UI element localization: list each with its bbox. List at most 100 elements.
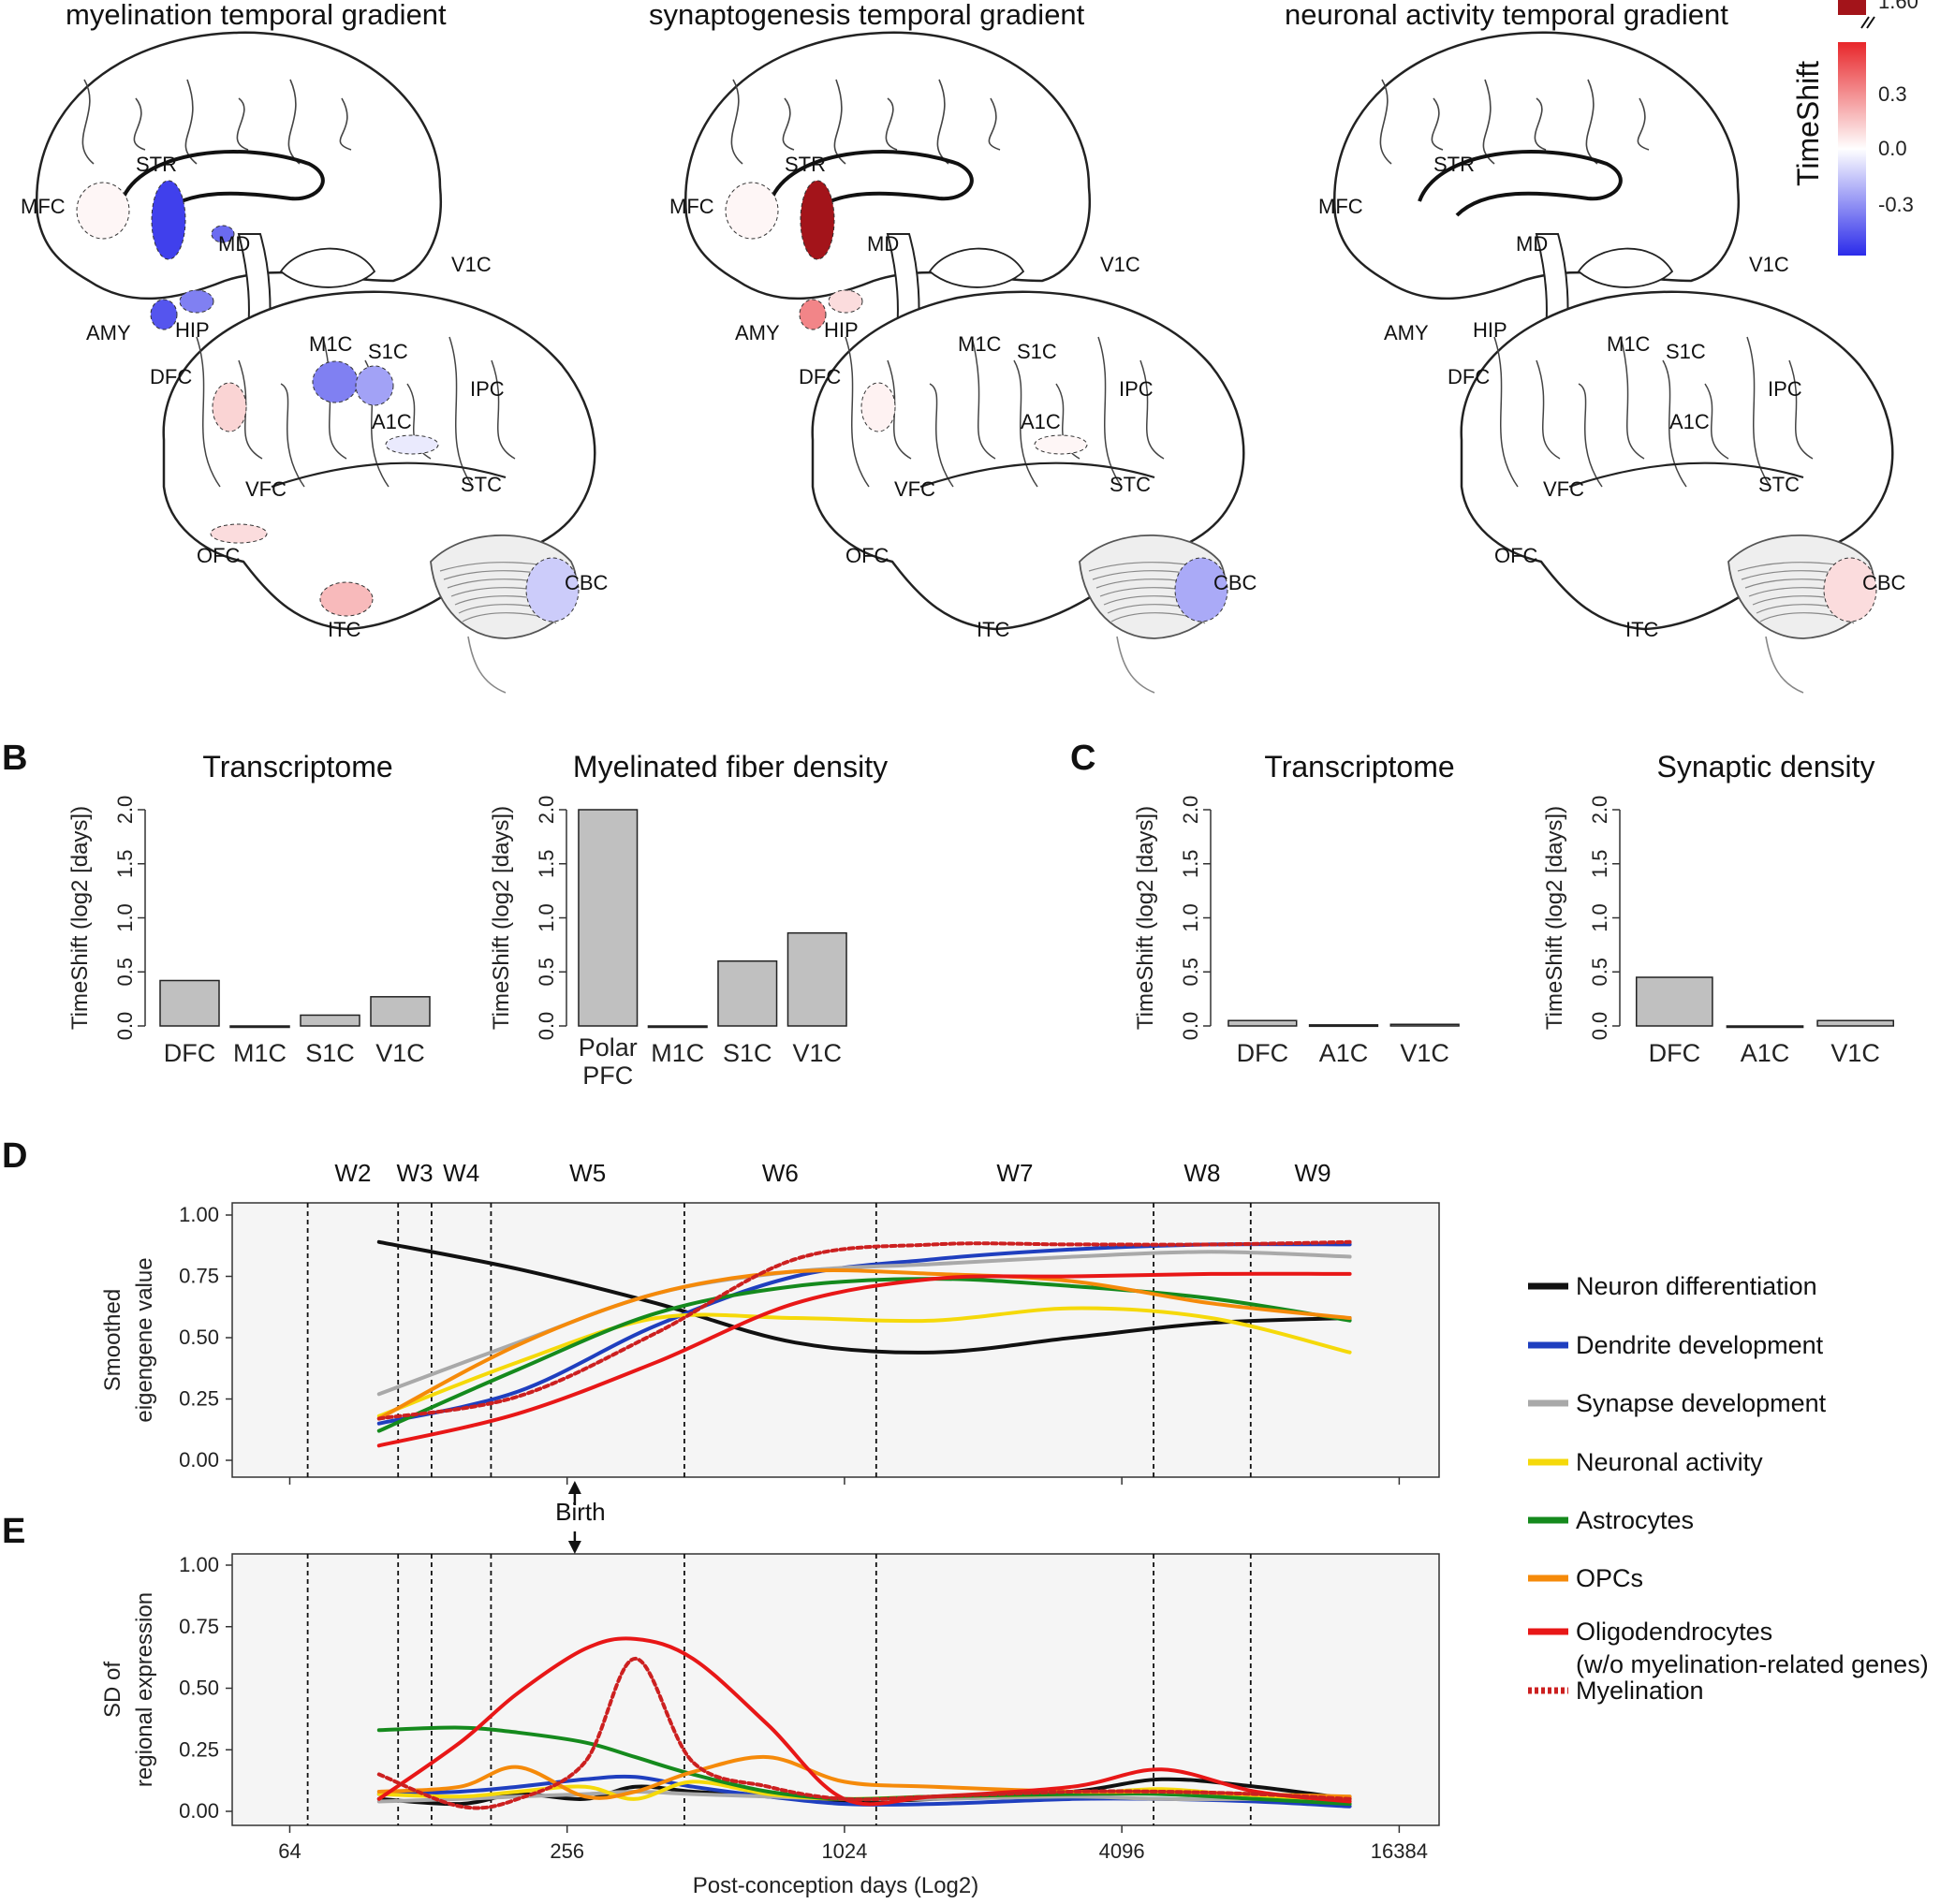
gyrus-line xyxy=(1536,359,1561,460)
window-label: W6 xyxy=(762,1159,799,1187)
colorbar-break-mark xyxy=(1860,16,1870,29)
region-label: STR xyxy=(136,153,177,176)
birth-arrow-head xyxy=(567,1481,581,1494)
bar xyxy=(229,1025,290,1029)
legend-label: Dendrite development xyxy=(1576,1331,1824,1359)
sulcus-line xyxy=(1431,97,1444,151)
region-cbc-fill xyxy=(1823,557,1877,622)
bar-chart-3: Transcriptome 0.0 0.5 1.0 1.5 2.0 TimeShift (l… xyxy=(1133,750,1460,1067)
legend-label: OPCs xyxy=(1576,1564,1643,1592)
y-tick-label: 0.50 xyxy=(179,1325,219,1349)
gyrus-line xyxy=(280,383,305,488)
series-line-astrocytes xyxy=(376,1725,1352,1807)
y-tick-label: 0.75 xyxy=(179,1265,219,1288)
panel-letter-d: D xyxy=(2,1136,27,1176)
line-chart-e: 0.00 0.25 0.50 0.75 1.00 SD of regional expres… xyxy=(100,1553,1440,1826)
sulcus-line xyxy=(133,97,146,151)
gyrus-line xyxy=(1746,336,1771,488)
region-label: AMY xyxy=(86,321,131,344)
sulcus-line xyxy=(988,97,1001,151)
sulcus-line xyxy=(339,97,352,151)
region-label: OFC xyxy=(197,544,241,567)
panel-letter-e: E xyxy=(2,1512,25,1551)
gyrus-line xyxy=(1139,359,1165,460)
gyrus-line xyxy=(1788,359,1814,460)
sulcus-line xyxy=(1637,97,1650,151)
birth-arrow-head xyxy=(567,1541,581,1554)
region-dfc-fill xyxy=(860,382,896,432)
gyrus-line xyxy=(1578,383,1603,488)
colorbar-break-mark xyxy=(1866,16,1875,29)
panel-letter-c: C xyxy=(1070,739,1095,778)
series-line-neuron-differentiation xyxy=(376,1239,1352,1355)
brain-title-synaptogenesis: synaptogenesis temporal gradient xyxy=(649,0,1085,31)
bar xyxy=(1308,1024,1379,1028)
region-label: STC xyxy=(1110,473,1151,496)
region-label: IPC xyxy=(1768,377,1802,401)
y-tick-label: 0.75 xyxy=(179,1615,219,1638)
region-str-fill xyxy=(800,180,835,260)
region-label: AMY xyxy=(1384,321,1429,344)
category-label: V1C xyxy=(792,1039,842,1067)
region-label: CBC xyxy=(565,571,609,594)
spinal-cord xyxy=(467,636,507,694)
region-label: AMY xyxy=(735,321,780,344)
sulcus-line xyxy=(81,79,95,165)
sulcus-line xyxy=(1379,79,1392,165)
y-tick-label: 0.25 xyxy=(179,1737,219,1761)
y-tick-label: 1.5 xyxy=(1588,849,1611,878)
bar xyxy=(786,931,847,1027)
window-label: W5 xyxy=(569,1159,606,1187)
x-tick-label: 1024 xyxy=(821,1839,867,1863)
y-axis-label: regional expression xyxy=(132,1592,157,1787)
region-label: CBC xyxy=(1862,571,1906,594)
arbor-vitae xyxy=(279,247,376,288)
window-label: W9 xyxy=(1295,1159,1331,1187)
region-label: S1C xyxy=(1666,340,1706,363)
brain-outline: MFC STR MD V1C AMY HIP DFC M1C S1C IPC A1C VFC STC OF… xyxy=(669,31,1257,694)
region-label: HIP xyxy=(824,318,859,342)
brain-title-myelination: myelination temporal gradient xyxy=(66,0,447,31)
sulcus-line xyxy=(885,97,898,151)
spinal-cord xyxy=(1765,636,1804,694)
legend-label: Astrocytes xyxy=(1576,1506,1694,1534)
region-s1c-fill xyxy=(355,365,394,406)
bar-chart-title: Synaptic density xyxy=(1656,750,1874,784)
y-tick-label: 1.00 xyxy=(179,1553,219,1576)
medial-brain-outline xyxy=(684,31,1091,300)
y-tick-label: 0.0 xyxy=(1588,1012,1611,1041)
brain-myelination: myelination temporal gradient MFC STR MD V1… xyxy=(21,0,609,694)
region-mfc-fill xyxy=(725,182,779,240)
bar xyxy=(300,1014,360,1027)
sulcus-line xyxy=(236,97,249,151)
gyrus-line xyxy=(1493,336,1519,488)
category-label: Polar xyxy=(579,1033,638,1062)
window-label: W8 xyxy=(1183,1159,1220,1187)
brain-title-neuronal-activity: neuronal activity temporal gradient xyxy=(1285,0,1728,31)
arbor-vitae xyxy=(1577,247,1674,288)
bar xyxy=(647,1025,708,1029)
bar xyxy=(1635,976,1713,1027)
category-label: M1C xyxy=(233,1039,287,1067)
brain-synaptogenesis: synaptogenesis temporal gradient MFCSTRM… xyxy=(649,0,1257,694)
y-tick-label: 1.5 xyxy=(535,849,558,878)
region-label: VFC xyxy=(245,477,287,501)
region-label: A1C xyxy=(1669,410,1710,433)
gyrus-line xyxy=(1662,359,1687,488)
y-tick-label: 0.5 xyxy=(1179,958,1202,987)
gyrus-line xyxy=(322,336,347,460)
y-tick-label: 0.0 xyxy=(535,1012,558,1041)
category-label: V1C xyxy=(375,1039,425,1067)
series-line-myelination xyxy=(376,1239,1352,1421)
legend-label: Neuronal activity xyxy=(1576,1448,1763,1476)
sulcus-line xyxy=(1534,97,1547,151)
series-line-opcs xyxy=(376,1267,1352,1421)
region-cbc-fill xyxy=(1174,557,1228,622)
sulcus-line xyxy=(730,79,743,165)
region-label: DFC xyxy=(150,365,192,388)
y-tick-label: 1.5 xyxy=(1179,849,1202,878)
y-tick-label: 0.5 xyxy=(113,958,137,987)
y-tick-label: 0.0 xyxy=(113,1012,137,1041)
colorbar-gradient xyxy=(1838,42,1866,256)
legend-label-sub: (w/o myelination-related genes) xyxy=(1576,1650,1929,1678)
